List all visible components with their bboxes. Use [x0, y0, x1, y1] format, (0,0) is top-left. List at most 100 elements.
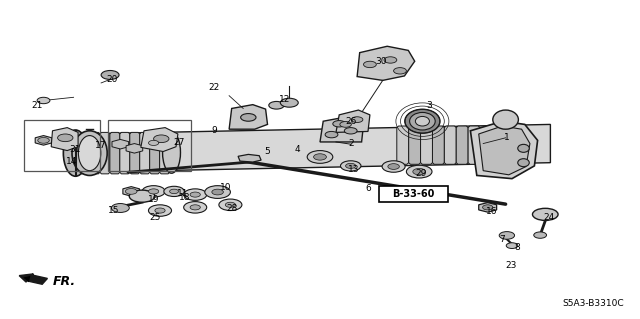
- Ellipse shape: [415, 116, 429, 126]
- Polygon shape: [397, 126, 409, 164]
- Circle shape: [164, 186, 184, 197]
- Text: 15: 15: [108, 206, 120, 215]
- Text: 3: 3: [426, 101, 431, 110]
- Ellipse shape: [518, 159, 529, 167]
- Polygon shape: [90, 132, 100, 174]
- Circle shape: [225, 202, 236, 207]
- Text: 31: 31: [70, 145, 81, 154]
- Text: 21: 21: [31, 101, 43, 110]
- Text: FR.: FR.: [52, 275, 76, 288]
- Text: 17: 17: [95, 141, 107, 150]
- Circle shape: [190, 192, 200, 197]
- Ellipse shape: [163, 132, 180, 173]
- Text: 11: 11: [177, 189, 188, 198]
- Text: 30: 30: [375, 57, 387, 66]
- Circle shape: [325, 131, 338, 138]
- Polygon shape: [456, 126, 468, 164]
- Circle shape: [344, 128, 357, 134]
- Text: 4: 4: [295, 145, 300, 154]
- Circle shape: [340, 122, 351, 127]
- Text: 23: 23: [505, 261, 516, 270]
- Text: 6: 6: [365, 184, 371, 193]
- Polygon shape: [444, 126, 456, 164]
- Circle shape: [499, 232, 515, 239]
- Text: 18: 18: [179, 193, 190, 202]
- Text: B-33-60: B-33-60: [392, 189, 435, 199]
- Circle shape: [314, 154, 326, 160]
- Polygon shape: [479, 126, 530, 175]
- Text: 10: 10: [220, 183, 231, 192]
- Circle shape: [346, 163, 356, 168]
- Polygon shape: [470, 121, 538, 179]
- Text: 13: 13: [348, 165, 359, 174]
- Polygon shape: [140, 132, 150, 174]
- Circle shape: [364, 61, 376, 68]
- Circle shape: [170, 189, 179, 194]
- Circle shape: [333, 121, 346, 127]
- Circle shape: [483, 205, 493, 210]
- Polygon shape: [141, 128, 178, 152]
- Text: 29: 29: [415, 169, 427, 178]
- Circle shape: [111, 204, 129, 212]
- Text: 26: 26: [345, 117, 356, 126]
- Text: 5: 5: [265, 147, 270, 156]
- Text: 7: 7: [500, 235, 505, 244]
- Circle shape: [205, 186, 230, 198]
- Text: 16: 16: [486, 207, 497, 216]
- Circle shape: [37, 97, 50, 104]
- Polygon shape: [126, 144, 143, 153]
- Circle shape: [184, 202, 207, 213]
- Ellipse shape: [129, 190, 155, 202]
- Polygon shape: [100, 132, 110, 174]
- Bar: [379, 186, 448, 202]
- Circle shape: [506, 243, 518, 249]
- Text: 2: 2: [348, 139, 353, 148]
- Polygon shape: [130, 132, 140, 174]
- Circle shape: [190, 205, 200, 210]
- Polygon shape: [110, 132, 120, 174]
- Circle shape: [406, 165, 432, 178]
- Circle shape: [394, 68, 406, 74]
- Circle shape: [351, 117, 363, 122]
- Circle shape: [212, 189, 223, 195]
- Text: 8: 8: [515, 243, 520, 252]
- Polygon shape: [336, 110, 370, 132]
- Polygon shape: [112, 139, 129, 149]
- Text: 12: 12: [279, 95, 291, 104]
- Polygon shape: [35, 136, 52, 145]
- Polygon shape: [409, 126, 420, 164]
- Polygon shape: [433, 126, 444, 164]
- Circle shape: [388, 164, 399, 169]
- Circle shape: [101, 70, 119, 79]
- Text: 19: 19: [148, 195, 159, 204]
- Polygon shape: [51, 128, 78, 151]
- Polygon shape: [468, 126, 480, 164]
- Text: 20: 20: [106, 75, 118, 84]
- Polygon shape: [123, 187, 140, 196]
- Text: 24: 24: [543, 213, 555, 222]
- Circle shape: [184, 189, 207, 200]
- Circle shape: [280, 98, 298, 107]
- Polygon shape: [479, 203, 497, 212]
- Circle shape: [219, 199, 242, 211]
- Circle shape: [125, 189, 137, 194]
- Ellipse shape: [72, 131, 108, 175]
- Circle shape: [382, 161, 405, 172]
- Ellipse shape: [493, 110, 518, 129]
- Circle shape: [58, 134, 73, 142]
- Text: 1: 1: [504, 133, 509, 142]
- Ellipse shape: [410, 113, 435, 130]
- Text: 22: 22: [209, 83, 220, 92]
- Circle shape: [38, 137, 49, 143]
- Circle shape: [148, 140, 159, 145]
- Text: 25: 25: [149, 213, 161, 222]
- Circle shape: [384, 57, 397, 63]
- Polygon shape: [80, 124, 550, 172]
- Text: 9: 9: [212, 126, 217, 135]
- Circle shape: [155, 208, 165, 213]
- Circle shape: [148, 205, 172, 216]
- Text: 14: 14: [66, 157, 77, 166]
- Polygon shape: [320, 116, 364, 142]
- Polygon shape: [238, 154, 261, 162]
- Circle shape: [154, 135, 169, 143]
